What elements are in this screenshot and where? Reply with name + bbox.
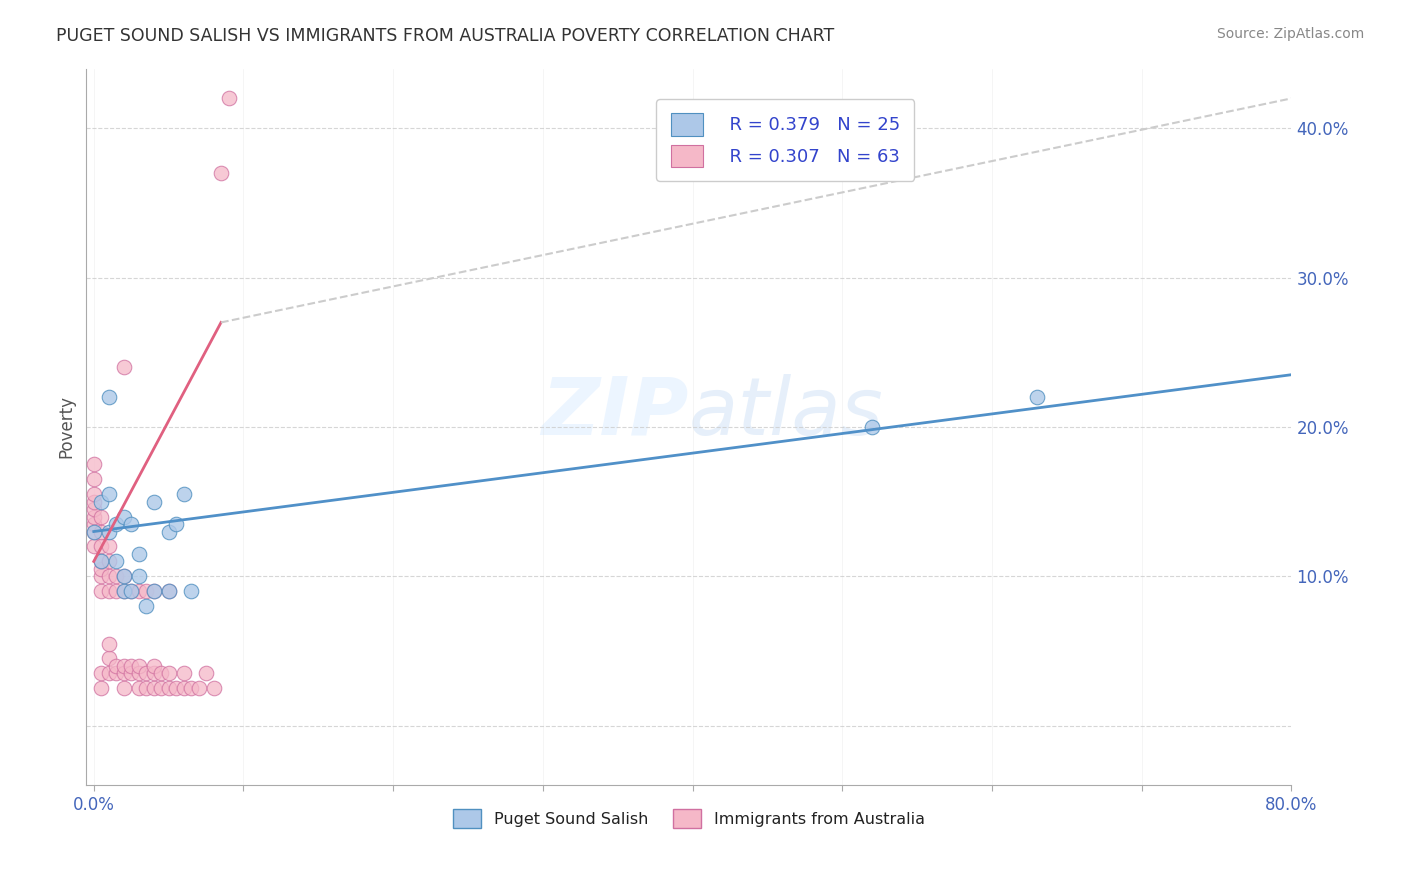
Point xyxy=(97,524,120,539)
Point xyxy=(90,509,112,524)
Point xyxy=(860,420,883,434)
Point xyxy=(157,524,180,539)
Point xyxy=(142,666,165,681)
Point xyxy=(1026,390,1049,404)
Point xyxy=(112,569,135,583)
Point xyxy=(112,569,135,583)
Point xyxy=(105,569,128,583)
Point xyxy=(180,584,202,599)
Point xyxy=(83,517,105,532)
Point xyxy=(97,487,120,501)
Point xyxy=(112,509,135,524)
Point xyxy=(83,494,105,508)
Point xyxy=(128,547,150,561)
Point xyxy=(173,666,195,681)
Point xyxy=(112,681,135,696)
Point xyxy=(83,524,105,539)
Point xyxy=(128,584,150,599)
Text: PUGET SOUND SALISH VS IMMIGRANTS FROM AUSTRALIA POVERTY CORRELATION CHART: PUGET SOUND SALISH VS IMMIGRANTS FROM AU… xyxy=(56,27,835,45)
Point xyxy=(97,651,120,665)
Point xyxy=(142,584,165,599)
Point xyxy=(83,540,105,554)
Point xyxy=(157,666,180,681)
Point xyxy=(90,681,112,696)
Legend: Puget Sound Salish, Immigrants from Australia: Puget Sound Salish, Immigrants from Aust… xyxy=(446,803,931,835)
Point xyxy=(209,166,232,180)
Point xyxy=(97,540,120,554)
Point xyxy=(83,524,105,539)
Point xyxy=(112,666,135,681)
Point xyxy=(165,681,187,696)
Point xyxy=(120,659,142,673)
Point xyxy=(83,458,105,472)
Point xyxy=(90,562,112,576)
Point xyxy=(90,554,112,568)
Point xyxy=(112,584,135,599)
Point xyxy=(105,584,128,599)
Point xyxy=(128,666,150,681)
Point xyxy=(112,360,135,375)
Point xyxy=(173,681,195,696)
Point xyxy=(187,681,209,696)
Point xyxy=(90,569,112,583)
Text: ZIP: ZIP xyxy=(541,374,689,451)
Point xyxy=(97,584,120,599)
Point xyxy=(97,390,120,404)
Point xyxy=(120,584,142,599)
Point xyxy=(128,659,150,673)
Point xyxy=(112,659,135,673)
Point xyxy=(128,569,150,583)
Point xyxy=(83,487,105,501)
Point xyxy=(195,666,218,681)
Point xyxy=(135,681,157,696)
Point xyxy=(90,494,112,508)
Text: atlas: atlas xyxy=(689,374,883,451)
Point xyxy=(202,681,225,696)
Point xyxy=(135,599,157,614)
Point xyxy=(105,517,128,532)
Point xyxy=(90,524,112,539)
Point xyxy=(112,584,135,599)
Point xyxy=(83,472,105,486)
Point xyxy=(135,584,157,599)
Point xyxy=(105,659,128,673)
Point xyxy=(135,666,157,681)
Point xyxy=(173,487,195,501)
Point xyxy=(128,681,150,696)
Point xyxy=(97,666,120,681)
Point xyxy=(165,517,187,532)
Point xyxy=(157,584,180,599)
Point xyxy=(157,681,180,696)
Point xyxy=(90,666,112,681)
Point xyxy=(97,554,120,568)
Point xyxy=(90,554,112,568)
Point xyxy=(97,636,120,650)
Point xyxy=(83,502,105,516)
Point xyxy=(142,494,165,508)
Point xyxy=(97,569,120,583)
Point xyxy=(90,584,112,599)
Point xyxy=(142,659,165,673)
Point xyxy=(105,666,128,681)
Point xyxy=(180,681,202,696)
Point xyxy=(90,540,112,554)
Point xyxy=(157,584,180,599)
Point xyxy=(150,681,173,696)
Point xyxy=(120,666,142,681)
Point xyxy=(142,584,165,599)
Point xyxy=(83,509,105,524)
Point xyxy=(105,554,128,568)
Point xyxy=(142,681,165,696)
Text: Source: ZipAtlas.com: Source: ZipAtlas.com xyxy=(1216,27,1364,41)
Point xyxy=(120,584,142,599)
Point xyxy=(218,91,240,105)
Point xyxy=(150,666,173,681)
Y-axis label: Poverty: Poverty xyxy=(58,395,75,458)
Point xyxy=(120,517,142,532)
